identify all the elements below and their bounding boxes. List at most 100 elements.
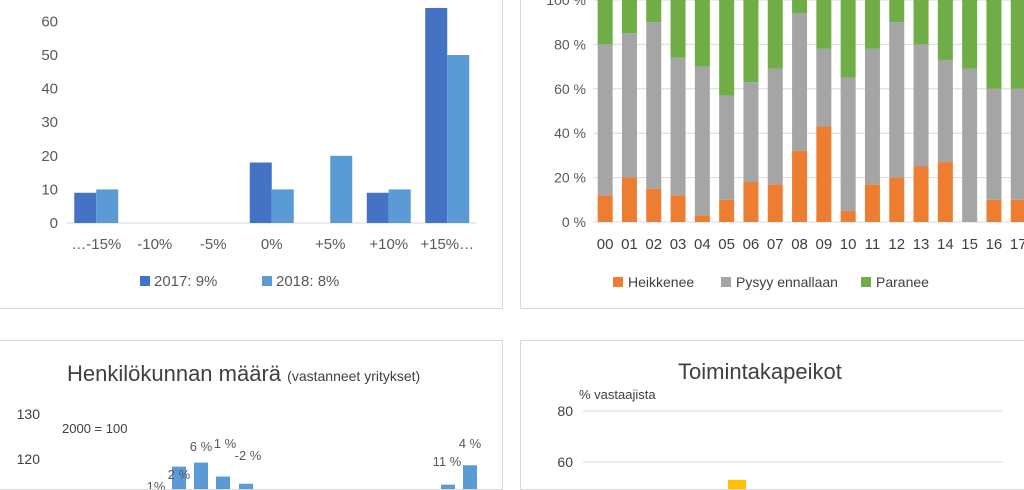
bar-segment (670, 0, 686, 58)
bar-segment (937, 59, 953, 163)
bar-segment (597, 195, 613, 222)
bar-segment (986, 199, 1002, 222)
chart-panel-4: Toimintakapeikot % vastaajista 80 60 (520, 340, 1024, 490)
x-tick-label: 00 (597, 236, 614, 253)
y-tick-label: 20 (41, 148, 58, 165)
bar-segment (719, 95, 735, 200)
bar-segment (889, 22, 905, 178)
bar-segment (962, 68, 978, 222)
bar (388, 189, 411, 223)
data-label-partial: 1% (147, 479, 166, 490)
bar-segment (694, 66, 710, 216)
y-tick-label: 60 % (554, 81, 586, 97)
bar (216, 476, 230, 489)
bar (330, 155, 353, 223)
bar-segment (913, 0, 929, 45)
bar (425, 7, 448, 223)
bar-segment (1010, 199, 1024, 222)
x-tick-label: +10% (369, 236, 408, 253)
legend-swatch (721, 277, 731, 287)
bar-segment (767, 184, 783, 222)
bar-segment (621, 0, 637, 34)
bar-segment (597, 0, 613, 45)
x-tick-label: 05 (718, 236, 735, 253)
data-label: 11 % (433, 454, 462, 469)
bar-segment (816, 0, 832, 49)
chart-2-svg: 0 % 20 % 40 % 60 % 80 % 100 % 00 01 02 03 04 05 06 07… (546, 0, 1024, 290)
x-tick-label: 16 (986, 236, 1003, 253)
x-tick-label: 02 (645, 236, 662, 253)
annotation: 2000 = 100 (62, 421, 127, 436)
bar-segment (889, 0, 905, 23)
bar (463, 465, 477, 489)
bar-segment (986, 0, 1002, 89)
y-tick-label: 10 (41, 181, 58, 198)
chart-3-title-row: Henkilökunnan määrä (vastanneet yritykse… (67, 361, 420, 387)
bar-segment (889, 177, 905, 222)
x-tick-label: +5% (315, 236, 345, 253)
y-tick-label: 120 (17, 451, 41, 467)
bar-segment (646, 188, 662, 222)
y-tick-label: 50 (41, 47, 58, 64)
y-tick-label: 0 (50, 215, 58, 232)
x-tick-label: -5% (200, 236, 227, 253)
x-tick-label: 10 (840, 236, 857, 253)
x-tick-label: 06 (743, 236, 760, 253)
x-tick-label: +15%… (420, 236, 474, 253)
bar-segment (743, 0, 759, 83)
x-tick-label: -10% (137, 236, 172, 253)
x-tick-label: 15 (961, 236, 978, 253)
x-tick-label: …-15% (71, 236, 121, 253)
x-tick-label: 17 (1010, 236, 1024, 253)
chart-panel-1: 0 10 20 30 40 50 60 …-15% -10% -5% 0% +5% +10% +15%… 2… (0, 0, 503, 309)
legend-label: 2018: 8% (276, 273, 339, 290)
bar-segment (816, 126, 832, 222)
x-tick-label: 14 (937, 236, 954, 253)
bar-segment (864, 184, 880, 222)
bar-segment (719, 199, 735, 222)
bar (271, 189, 294, 223)
bar-segment (719, 0, 735, 96)
legend-label: Pysyy ennallaan (736, 274, 838, 290)
legend-swatch (613, 277, 623, 287)
legend-swatch (861, 277, 871, 287)
data-label: 2 % (168, 467, 191, 482)
y-tick-label: 0 % (562, 214, 586, 230)
y-tick-label: 80 (557, 403, 573, 419)
bar (74, 192, 97, 223)
y-tick-label: 100 % (546, 0, 586, 8)
x-tick-label: 01 (621, 236, 638, 253)
bar-segment (816, 48, 832, 127)
chart-panel-2: 0 % 20 % 40 % 60 % 80 % 100 % 00 01 02 03 04 05 06 07… (520, 0, 1024, 309)
chart-3-title: Henkilökunnan määrä (67, 361, 282, 386)
bar-segment (792, 0, 808, 14)
chart-4-title: Toimintakapeikot (678, 359, 842, 384)
data-label: 4 % (459, 436, 482, 451)
bar (239, 483, 253, 489)
bar-segment (621, 33, 637, 178)
chart-panel-3: Henkilökunnan määrä (vastanneet yritykse… (0, 340, 503, 490)
data-label: 1 % (214, 436, 237, 451)
bar-segment (597, 44, 613, 196)
bar-segment (962, 0, 978, 69)
bar-segment (646, 22, 662, 189)
bar-segment (792, 150, 808, 222)
bar-segment (913, 166, 929, 222)
chart-4-svg: % vastaajista 80 60 (557, 387, 1003, 489)
bar-segment (670, 195, 686, 222)
chart-3-subtitle: (vastanneet yritykset) (287, 368, 421, 384)
legend-swatch (262, 276, 272, 286)
bar (441, 484, 455, 489)
legend-swatch (140, 276, 150, 286)
bar-segment (621, 177, 637, 222)
y-axis-title: % vastaajista (579, 387, 656, 402)
bar-segment (986, 88, 1002, 200)
x-tick-label: 08 (791, 236, 808, 253)
bar-segment (1010, 88, 1024, 200)
x-tick-label: 0% (261, 236, 283, 253)
bar-segment (1010, 0, 1024, 89)
legend-label: 2017: 9% (154, 273, 217, 290)
bar (249, 162, 272, 223)
bar-segment (864, 48, 880, 185)
data-label: -2 % (235, 448, 262, 463)
